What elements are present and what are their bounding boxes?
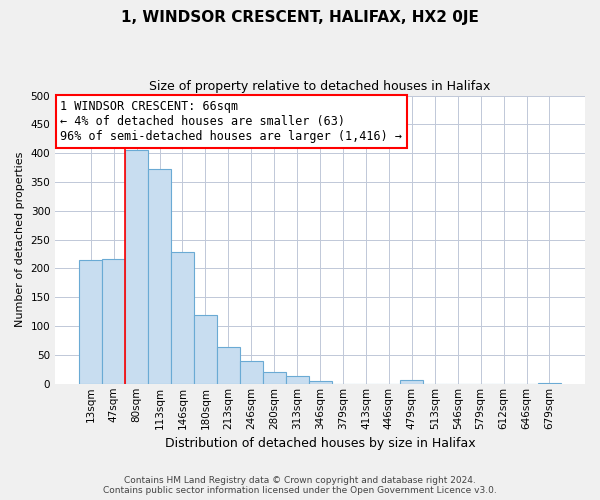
Text: Contains HM Land Registry data © Crown copyright and database right 2024.
Contai: Contains HM Land Registry data © Crown c… <box>103 476 497 495</box>
Bar <box>102 258 125 384</box>
Bar <box>125 150 148 384</box>
Bar <box>308 381 332 384</box>
Bar <box>171 252 194 384</box>
Y-axis label: Number of detached properties: Number of detached properties <box>15 152 25 328</box>
X-axis label: Distribution of detached houses by size in Halifax: Distribution of detached houses by size … <box>165 437 475 450</box>
Bar <box>217 348 240 384</box>
Text: 1 WINDSOR CRESCENT: 66sqm
← 4% of detached houses are smaller (63)
96% of semi-d: 1 WINDSOR CRESCENT: 66sqm ← 4% of detach… <box>61 100 403 143</box>
Bar <box>240 362 263 384</box>
Bar <box>286 376 308 384</box>
Bar <box>538 382 561 384</box>
Text: 1, WINDSOR CRESCENT, HALIFAX, HX2 0JE: 1, WINDSOR CRESCENT, HALIFAX, HX2 0JE <box>121 10 479 25</box>
Bar <box>263 372 286 384</box>
Title: Size of property relative to detached houses in Halifax: Size of property relative to detached ho… <box>149 80 491 93</box>
Bar <box>400 380 423 384</box>
Bar <box>79 260 102 384</box>
Bar <box>194 315 217 384</box>
Bar <box>148 170 171 384</box>
